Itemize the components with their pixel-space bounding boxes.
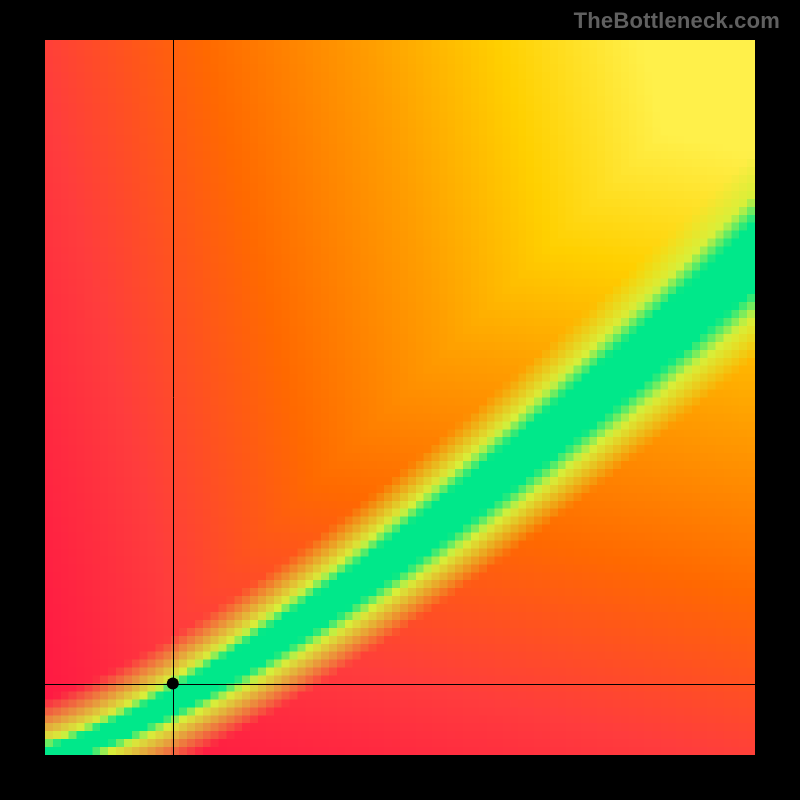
crosshair-overlay xyxy=(45,40,755,755)
plot-area xyxy=(45,40,755,755)
watermark-text: TheBottleneck.com xyxy=(574,8,780,34)
chart-container: TheBottleneck.com xyxy=(0,0,800,800)
